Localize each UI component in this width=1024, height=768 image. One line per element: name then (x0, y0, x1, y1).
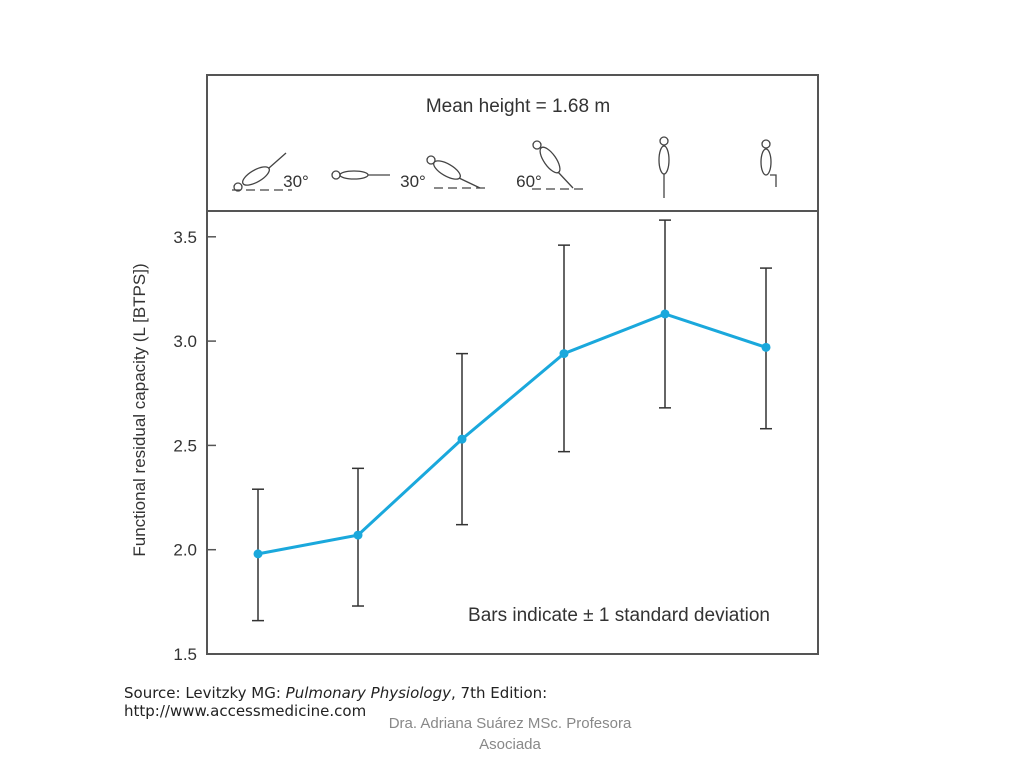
header-text: Mean height = 1.68 m (426, 96, 610, 117)
y-tick-label: 1.5 (173, 645, 197, 664)
source-url[interactable]: http://www.accessmedicine.com (124, 702, 367, 720)
source-suffix: , 7th Edition: (451, 684, 548, 702)
source-citation: Source: Levitzky MG: Pulmonary Physiolog… (124, 684, 547, 720)
posture-standing-icon (658, 136, 670, 198)
posture-supine-icon (331, 170, 390, 180)
data-point (353, 530, 363, 540)
posture-sitting-icon (760, 139, 777, 187)
data-point (457, 434, 467, 444)
y-tick-label: 3.5 (173, 228, 197, 247)
y-axis-label: Functional residual capacity (L [BTPS]) (130, 263, 149, 556)
source-prefix: Source: Levitzky MG: (124, 684, 286, 702)
posture-head-up-30-icon (426, 155, 490, 189)
plot-frame (206, 74, 819, 655)
data-point (660, 309, 670, 319)
posture-label: 60° (516, 172, 542, 191)
data-point (253, 549, 263, 559)
slide-footer: Dra. Adriana Suárez MSc. Profesora Asoci… (388, 715, 632, 753)
y-tick-label: 2.5 (173, 436, 197, 455)
data-point (761, 342, 771, 352)
y-tick-label: 2.0 (173, 541, 197, 560)
posture-label: 30° (283, 172, 309, 191)
data-point (559, 349, 569, 359)
posture-label: 30° (400, 172, 426, 191)
series-line (257, 312, 767, 556)
posture-icons (232, 136, 777, 198)
annotation: Bars indicate ± 1 standard deviation (468, 605, 770, 626)
y-tick-label: 3.0 (173, 332, 197, 351)
posture-head-up-60-icon (532, 140, 588, 190)
posture-head-down-icon (232, 152, 292, 192)
source-book: Pulmonary Physiology (285, 684, 452, 702)
